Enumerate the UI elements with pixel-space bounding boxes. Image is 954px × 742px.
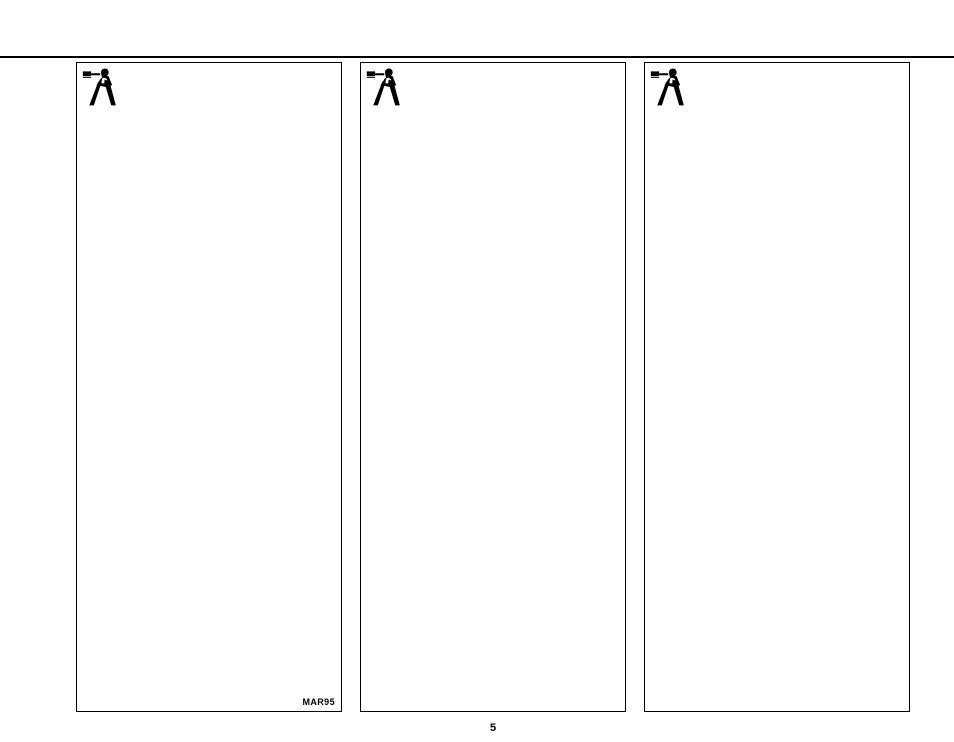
document-page: MAR95 <box>0 0 954 742</box>
horizontal-rule <box>0 56 954 58</box>
column-1: MAR95 <box>76 62 342 712</box>
column-container: MAR95 <box>76 62 910 712</box>
column-3 <box>644 62 910 712</box>
column-2 <box>360 62 626 712</box>
injection-hazard-icon <box>649 65 693 109</box>
injection-hazard-icon <box>81 65 125 109</box>
revision-code: MAR95 <box>302 697 335 707</box>
page-number: 5 <box>483 722 503 734</box>
injection-hazard-icon <box>365 65 409 109</box>
